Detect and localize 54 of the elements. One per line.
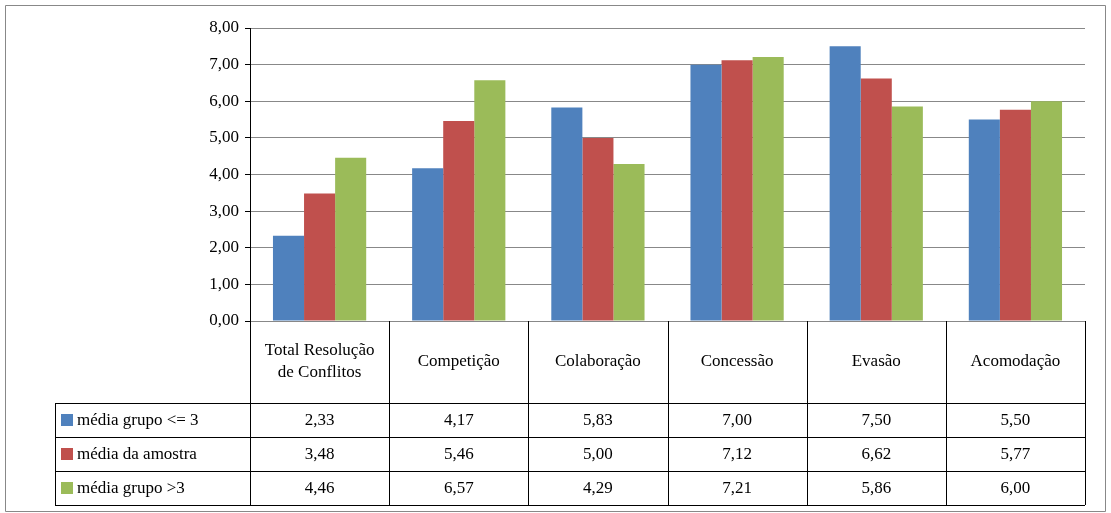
x-tick-label: Colaboração <box>554 351 641 371</box>
bar <box>829 46 861 321</box>
bar <box>443 121 475 321</box>
data-label: 2,33 <box>304 410 335 430</box>
data-label: 4,46 <box>304 478 335 498</box>
x-tick-label: Acomodação <box>970 351 1061 371</box>
y-tick-label: 7,00 <box>209 54 239 74</box>
bar <box>272 235 305 321</box>
bar <box>412 168 444 321</box>
bar <box>999 109 1031 321</box>
data-label: 5,86 <box>861 478 892 498</box>
bar <box>613 163 645 321</box>
y-tick-label: 5,00 <box>209 127 239 147</box>
y-tick-label: 1,00 <box>209 273 239 293</box>
data-label: 5,83 <box>583 410 613 430</box>
bar <box>474 80 506 321</box>
y-tick-label: 4,00 <box>209 163 239 183</box>
y-tick-label: 3,00 <box>209 200 239 220</box>
legend-label: média da amostra <box>77 444 198 464</box>
x-tick-label: Concessão <box>700 351 774 371</box>
bar <box>968 119 1000 321</box>
bar <box>582 137 614 321</box>
data-label: 4,17 <box>443 410 475 430</box>
data-label: 7,12 <box>722 444 752 464</box>
y-tick-label: 0,00 <box>209 310 239 330</box>
bar <box>721 60 753 321</box>
bar <box>690 64 722 321</box>
x-tick-label: Evasão <box>851 351 901 371</box>
data-label: 6,57 <box>443 478 475 498</box>
data-label: 7,00 <box>722 410 752 430</box>
bar <box>1030 101 1063 321</box>
data-label: 5,46 <box>443 444 474 464</box>
bar <box>891 106 923 321</box>
x-tick-label: Total Resolução de Conflitos <box>264 340 375 382</box>
legend-label: média grupo >3 <box>77 478 185 498</box>
bar <box>752 56 784 321</box>
data-label: 6,62 <box>861 444 892 464</box>
data-label: 7,50 <box>861 410 892 430</box>
bar <box>304 193 336 321</box>
y-tick-label: 2,00 <box>209 237 239 257</box>
data-label: 5,00 <box>583 444 613 464</box>
x-tick-label: Competição <box>417 351 500 371</box>
data-label: 6,00 <box>1000 478 1031 498</box>
y-tick-label: 8,00 <box>209 17 239 37</box>
legend-label: média grupo <= 3 <box>77 410 199 430</box>
data-label: 7,21 <box>722 478 752 498</box>
bar <box>551 107 583 321</box>
data-label: 5,77 <box>1000 444 1031 464</box>
y-tick-label: 6,00 <box>209 90 239 110</box>
data-label: 5,50 <box>1000 410 1031 430</box>
bar <box>860 78 892 321</box>
data-label: 4,29 <box>583 478 613 498</box>
data-label: 3,48 <box>304 444 335 464</box>
bar <box>335 157 367 321</box>
